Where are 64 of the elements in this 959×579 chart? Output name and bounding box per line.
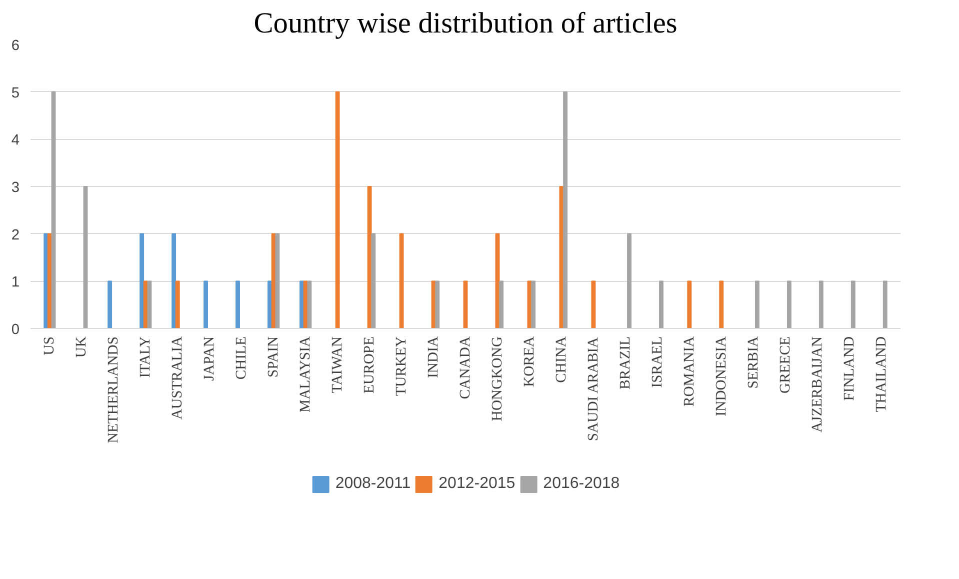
bar bbox=[850, 280, 856, 329]
bar bbox=[51, 91, 56, 329]
bar bbox=[175, 280, 180, 329]
x-tick-label: US bbox=[42, 336, 58, 356]
y-tick-label: 4 bbox=[11, 132, 20, 149]
bar bbox=[172, 233, 176, 329]
x-tick-label: FINLAND bbox=[841, 336, 858, 401]
x-tick-label: AJZERBAIJAN bbox=[809, 336, 826, 433]
bar bbox=[719, 280, 724, 329]
x-tick-label: JAPAN bbox=[202, 336, 218, 381]
legend-label: 2008-2011 bbox=[335, 475, 411, 493]
x-tick-label: CHILE bbox=[234, 336, 250, 380]
y-tick-label: 2 bbox=[11, 227, 20, 244]
bar bbox=[818, 280, 824, 329]
bar bbox=[531, 280, 536, 329]
bar bbox=[754, 280, 760, 329]
x-tick-label: CANADA bbox=[458, 336, 474, 400]
x-tick-label: INDONESIA bbox=[713, 336, 730, 416]
x-tick-label: INDIA bbox=[426, 336, 442, 378]
y-tick-label: 5 bbox=[11, 85, 20, 102]
x-tick-label: ISRAEL bbox=[649, 336, 666, 388]
bar bbox=[591, 280, 596, 329]
x-tick-label: SERBIA bbox=[745, 336, 762, 389]
x-tick-label: THAILAND bbox=[873, 336, 890, 412]
bar bbox=[307, 280, 312, 329]
bar bbox=[236, 280, 240, 329]
x-tick-label: EUROPE bbox=[362, 336, 378, 394]
x-tick-label: SPAIN bbox=[266, 336, 282, 378]
x-tick-label: TURKEY bbox=[394, 336, 410, 396]
bar bbox=[882, 280, 888, 329]
x-tick-label: GREECE bbox=[777, 336, 794, 394]
x-tick-label: NETHERLANDS bbox=[106, 336, 122, 444]
y-tick-label: 1 bbox=[11, 274, 20, 291]
bar bbox=[335, 91, 340, 329]
legend-label: 2012-2015 bbox=[438, 475, 516, 493]
bar bbox=[563, 91, 568, 329]
x-tick-label: HONGKONG bbox=[489, 336, 506, 422]
bar bbox=[627, 233, 632, 329]
bar bbox=[275, 233, 280, 329]
bar bbox=[435, 280, 440, 329]
x-tick-label: AUSTRALIA bbox=[170, 336, 186, 420]
bar bbox=[786, 280, 792, 329]
bar bbox=[371, 233, 376, 329]
x-tick-label: ITALY bbox=[138, 336, 154, 378]
y-tick-label: 3 bbox=[11, 180, 20, 196]
bar bbox=[204, 280, 208, 329]
x-tick-label: ROMANIA bbox=[681, 336, 698, 406]
chart-title: Country wise distribution of articles bbox=[254, 8, 678, 40]
bar bbox=[687, 280, 692, 329]
x-tick-label: BRAZIL bbox=[617, 336, 634, 390]
y-tick-label: 0 bbox=[11, 322, 20, 338]
x-tick-label: KOREA bbox=[521, 336, 538, 387]
y-tick-label: 6 bbox=[11, 38, 20, 54]
x-tick-label: TAIWAN bbox=[330, 336, 346, 394]
x-tick-label: SAUDI ARABIA bbox=[585, 336, 602, 442]
bar bbox=[108, 280, 112, 329]
x-tick-label: UK bbox=[74, 336, 90, 358]
x-tick-label: MALAYSIA bbox=[298, 336, 314, 412]
bar bbox=[499, 280, 504, 329]
legend-label: 2016-2018 bbox=[543, 475, 620, 493]
bar bbox=[140, 233, 144, 329]
bar bbox=[399, 233, 404, 329]
x-tick-label: CHINA bbox=[553, 336, 570, 383]
bar bbox=[659, 280, 664, 329]
